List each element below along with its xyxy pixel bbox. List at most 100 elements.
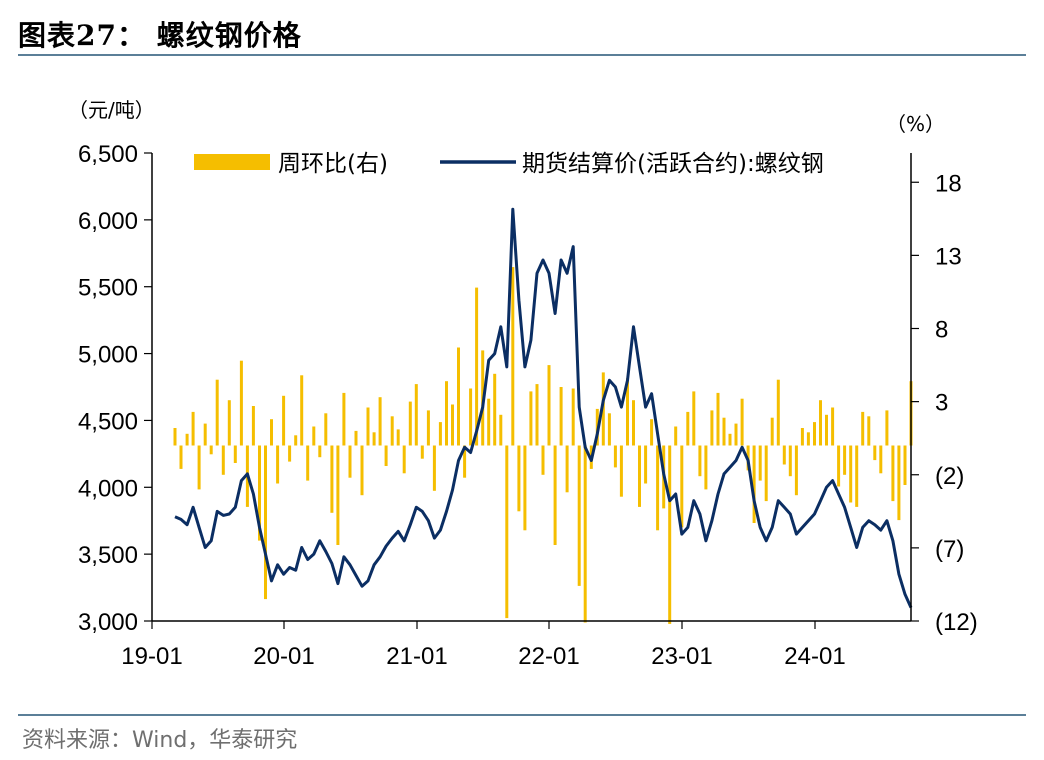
bar [517, 445, 521, 512]
bar [650, 419, 654, 446]
bar [565, 445, 569, 493]
bar [318, 445, 322, 458]
bar [414, 384, 418, 446]
legend: 周环比(右) 期货结算价(活跃合约):螺纹钢 [194, 151, 824, 177]
bar [782, 445, 786, 465]
left-tick-label: 5,000 [78, 342, 138, 369]
left-axis-unit: （元/吨） [68, 98, 155, 122]
bar [499, 414, 503, 446]
bar [644, 445, 648, 484]
bar [813, 422, 816, 446]
bar [505, 445, 509, 619]
bar [885, 410, 889, 446]
bar [336, 445, 340, 545]
bar [372, 432, 376, 446]
bar [463, 445, 467, 478]
bar [903, 445, 907, 485]
bar [626, 378, 629, 446]
bar [366, 407, 370, 446]
left-tick-label: 4,500 [78, 408, 138, 435]
bar [227, 400, 231, 446]
bar [438, 422, 442, 446]
bar [704, 445, 708, 490]
bar [276, 445, 280, 484]
bar [258, 445, 261, 541]
bar [698, 445, 702, 477]
left-tick-label: 6,000 [78, 208, 138, 235]
legend-label-bar: 周环比(右) [278, 151, 388, 177]
bar [632, 400, 635, 446]
bar [535, 384, 539, 446]
bar [541, 445, 545, 475]
bar [553, 445, 557, 545]
bar [722, 417, 726, 446]
bar [529, 391, 533, 446]
source-note: 资料来源：Wind，华泰研究 [22, 728, 298, 753]
bar [457, 347, 460, 446]
legend-label-line: 期货结算价(活跃合约):螺纹钢 [522, 151, 824, 177]
bar [897, 445, 901, 521]
line-series [174, 207, 913, 609]
x-tick-label: 22-01 [518, 643, 579, 670]
bar [819, 400, 822, 446]
bar [396, 429, 400, 446]
left-tick-label: 3,000 [78, 609, 138, 636]
right-tick-label: 18 [935, 170, 962, 197]
bar [800, 428, 804, 446]
bar [571, 388, 575, 446]
bar [215, 379, 219, 446]
bar [264, 445, 267, 600]
bar [306, 445, 310, 481]
footer-rule [18, 714, 1026, 716]
bar [173, 428, 177, 446]
bar [613, 445, 617, 468]
x-tick-label: 19-01 [121, 643, 182, 670]
bar [330, 445, 334, 513]
left-tick-label: 3,500 [78, 542, 138, 569]
bar [716, 392, 720, 446]
bar [686, 411, 690, 446]
bar [776, 379, 780, 446]
right-tick-label: (7) [935, 536, 964, 563]
bar [475, 287, 479, 446]
bar [831, 407, 835, 446]
bar [221, 445, 225, 475]
right-axis-unit: （%） [886, 112, 945, 136]
right-tick-label: 13 [935, 243, 962, 270]
bar [710, 410, 714, 446]
bar [577, 445, 581, 586]
axes: 3,000 3,500 4,000 4,500 5,000 5,500 6,000 6,500… [78, 141, 978, 670]
bar [638, 445, 641, 507]
bar [432, 445, 436, 491]
bar [843, 445, 847, 475]
bar [583, 445, 587, 623]
line-path [174, 207, 913, 609]
bar [348, 445, 352, 478]
chart: 3,000 3,500 4,000 4,500 5,000 5,500 6,000 6,500… [68, 98, 978, 670]
bar [354, 430, 358, 446]
bar [390, 416, 394, 446]
bar [426, 410, 430, 446]
bar [879, 445, 883, 474]
left-tick-label: 5,500 [78, 275, 138, 302]
bar [867, 416, 871, 446]
bar [300, 375, 304, 446]
bar [233, 445, 237, 463]
bar [825, 414, 828, 446]
right-tick-label: (2) [935, 463, 964, 490]
bar [607, 413, 611, 446]
bar [312, 426, 316, 446]
bar [384, 445, 388, 466]
bar [668, 445, 672, 624]
bar [451, 404, 454, 446]
bar [891, 445, 895, 502]
bar [734, 423, 738, 446]
bar [360, 445, 364, 496]
bar [656, 445, 660, 531]
bar [251, 406, 255, 446]
bar [547, 365, 551, 446]
x-tick-label: 23-01 [651, 643, 712, 670]
bar [728, 433, 732, 446]
x-tick-label: 21-01 [386, 643, 447, 670]
bar [873, 445, 877, 461]
